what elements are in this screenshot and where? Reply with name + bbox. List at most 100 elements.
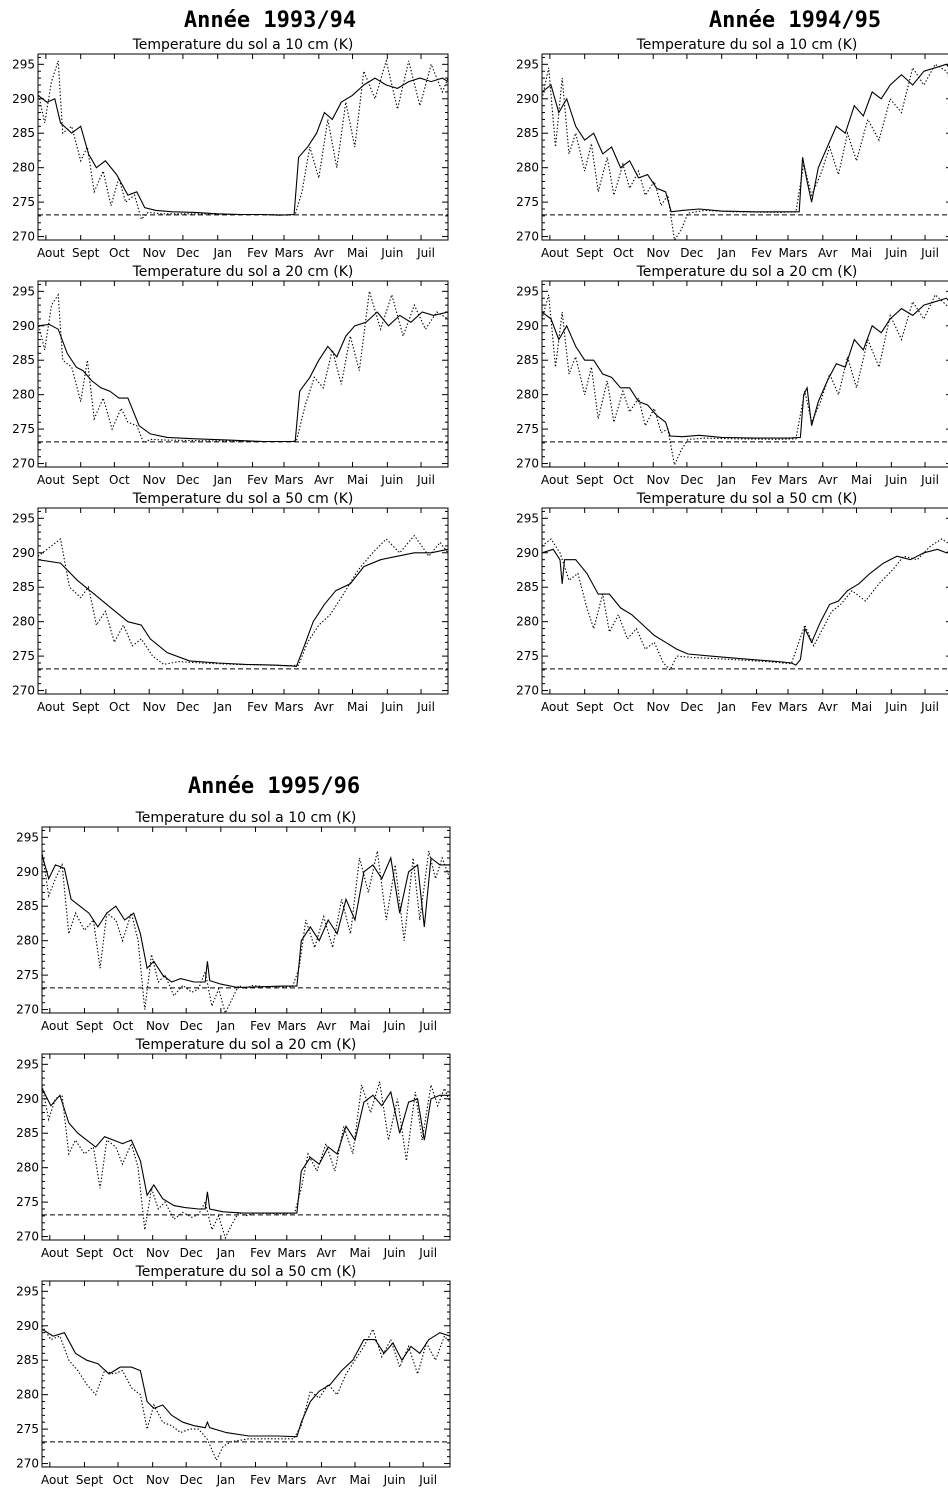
y-tick-label: 280	[12, 388, 35, 402]
plot-1994-95-50cm: Temperature du sol a 50 cm (K) 270 275 280 2…	[516, 491, 948, 714]
x-tick-label: Oct	[109, 700, 130, 714]
x-tick-label: Nov	[146, 1246, 169, 1260]
y-tick-label: 270	[12, 230, 35, 244]
x-tick-label: Fev	[247, 700, 268, 714]
x-tick-label: Mars	[277, 1246, 306, 1260]
x-tick-label: Sept	[576, 700, 604, 714]
x-tick-label: Mars	[277, 1019, 306, 1033]
x-tick-label: Oct	[613, 700, 634, 714]
series-dotted-line	[542, 293, 948, 467]
x-tick-label: Oct	[113, 1019, 134, 1033]
x-tick-label: Juin	[383, 1019, 406, 1033]
x-tick-label: Juin	[383, 1246, 406, 1260]
series-solid-line	[38, 77, 448, 216]
x-tick-label: Fev	[247, 246, 268, 260]
plot-frame	[37, 53, 449, 241]
x-tick-label: Fev	[751, 700, 772, 714]
x-tick-label: Aout	[541, 700, 569, 714]
y-tick-label: 270	[12, 684, 35, 698]
plot-1993-94-20cm: Temperature du sol a 20 cm (K) 270 275 280 2…	[12, 264, 449, 487]
plot-frame	[541, 507, 948, 695]
x-tick-label: Avr	[317, 1019, 337, 1033]
x-tick-label: Dec	[680, 246, 703, 260]
x-tick-label: Avr	[314, 246, 334, 260]
x-tick-label: Aout	[41, 1246, 69, 1260]
x-tick-label: Nov	[142, 700, 165, 714]
y-tick-label: 275	[16, 1422, 39, 1436]
x-tick-label: Jan	[716, 246, 736, 260]
x-tick-label: Mai	[349, 1246, 370, 1260]
x-tick-label: Fev	[751, 246, 772, 260]
series-dotted-line	[542, 538, 948, 671]
series-solid-line	[542, 297, 948, 439]
y-tick-label: 280	[516, 388, 539, 402]
y-tick-label: 285	[16, 1353, 39, 1367]
x-tick-label: Nov	[142, 246, 165, 260]
x-tick-label: Mai	[851, 246, 872, 260]
y-tick-label: 290	[12, 546, 35, 560]
x-tick-label: Aout	[37, 700, 65, 714]
y-tick-label: 295	[516, 284, 539, 298]
x-tick-label: Juin	[884, 246, 907, 260]
year-title-1994-95: Année 1994/95	[709, 8, 881, 33]
x-tick-label: Nov	[146, 1473, 169, 1487]
x-tick-label: Nov	[646, 473, 669, 487]
series-solid-line	[42, 1088, 450, 1214]
y-tick-label: 290	[16, 1092, 39, 1106]
x-tick-label: Dec	[180, 1246, 203, 1260]
y-tick-label: 270	[12, 457, 35, 471]
y-tick-label: 290	[16, 1319, 39, 1333]
y-tick-label: 285	[516, 126, 539, 140]
x-tick-label: Nov	[646, 246, 669, 260]
y-tick-label: 295	[516, 511, 539, 525]
x-tick-label: Nov	[646, 700, 669, 714]
y-tick-label: 280	[12, 161, 35, 175]
y-tick-label: 290	[516, 319, 539, 333]
y-tick-label: 290	[12, 319, 35, 333]
y-tick-label: 285	[12, 353, 35, 367]
x-tick-label: Mars	[779, 246, 808, 260]
y-tick-label: 295	[16, 830, 39, 844]
x-tick-label: Avr	[818, 700, 838, 714]
plot-title: Temperature du sol a 50 cm (K)	[636, 491, 858, 507]
y-tick-label: 275	[16, 1195, 39, 1209]
series-solid-line	[38, 311, 448, 443]
x-tick-label: Juin	[380, 246, 403, 260]
x-tick-label: Avr	[818, 473, 838, 487]
plot-title: Temperature du sol a 20 cm (K)	[636, 264, 858, 280]
x-tick-label: Dec	[180, 1019, 203, 1033]
series-dotted-line	[42, 1325, 450, 1462]
plot-1993-94-50cm: Temperature du sol a 50 cm (K) 270 275 280 2…	[12, 491, 449, 714]
series-solid-line	[42, 854, 450, 989]
plot-frame	[41, 1053, 451, 1241]
y-tick-label: 285	[516, 353, 539, 367]
plot-1995-96-50cm: Temperature du sol a 50 cm (K) 270 275 280 2…	[16, 1264, 451, 1487]
x-tick-label: Mars	[275, 700, 304, 714]
x-tick-label: Oct	[613, 473, 634, 487]
y-tick-label: 290	[516, 546, 539, 560]
plot-frame	[41, 1280, 451, 1468]
series-dotted-line	[38, 534, 448, 667]
x-tick-label: Sept	[76, 1019, 104, 1033]
y-tick-label: 280	[16, 934, 39, 948]
plot-frame	[41, 826, 451, 1014]
series-dotted-line	[38, 291, 448, 444]
x-tick-label: Mai	[347, 473, 368, 487]
x-tick-label: Nov	[146, 1019, 169, 1033]
plot-1994-95-20cm: Temperature du sol a 20 cm (K) 270 275 280 2…	[516, 264, 948, 487]
plot-1994-95-10cm: Temperature du sol a 10 cm (K) 270 275 280 2…	[516, 37, 948, 260]
y-tick-label: 295	[12, 284, 35, 298]
x-tick-label: Mai	[851, 473, 872, 487]
x-tick-label: Juin	[884, 473, 907, 487]
x-tick-label: Juin	[884, 700, 907, 714]
y-tick-label: 285	[12, 580, 35, 594]
x-tick-label: Aout	[37, 473, 65, 487]
y-tick-label: 270	[516, 684, 539, 698]
x-tick-label: Fev	[250, 1019, 271, 1033]
x-tick-label: Fev	[250, 1246, 271, 1260]
x-tick-label: Oct	[109, 473, 130, 487]
series-solid-line	[542, 548, 948, 666]
plot-1993-94-10cm: Temperature du sol a 10 cm (K) 270 275 280 2…	[12, 37, 449, 260]
y-tick-label: 285	[16, 1126, 39, 1140]
